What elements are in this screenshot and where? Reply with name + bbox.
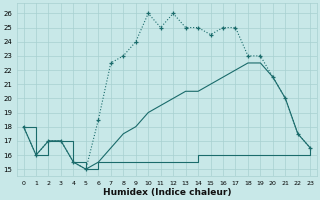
X-axis label: Humidex (Indice chaleur): Humidex (Indice chaleur) (103, 188, 231, 197)
